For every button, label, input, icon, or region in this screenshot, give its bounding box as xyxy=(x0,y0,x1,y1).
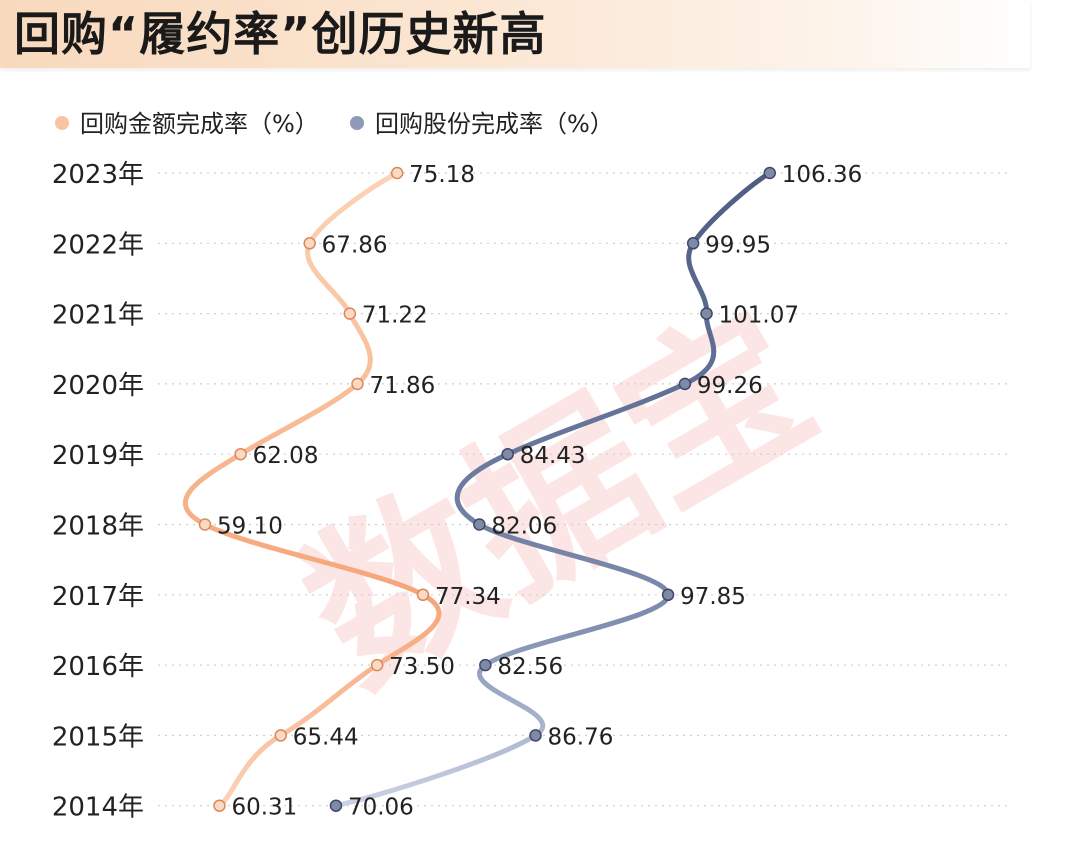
title-bar: 回购“履约率”创历史新高 xyxy=(0,0,1030,68)
category-label: 2015年 xyxy=(52,722,144,752)
data-label: 106.36 xyxy=(782,162,862,188)
data-label: 77.34 xyxy=(435,584,501,610)
data-label: 67.86 xyxy=(322,232,388,258)
data-label: 75.18 xyxy=(409,162,475,188)
category-labels: 2023年 2022年 2021年 2020年 2019年 2018年 2017年 2016年… xyxy=(52,160,144,823)
category-label: 2016年 xyxy=(52,652,144,682)
category-label: 2022年 xyxy=(52,230,144,260)
category-label: 2014年 xyxy=(52,793,144,823)
data-label: 62.08 xyxy=(253,443,319,469)
data-labels: 75.18 67.86 71.22 71.86 62.08 59.10 77.34 73.50… xyxy=(217,162,862,821)
data-point xyxy=(473,518,486,531)
data-point xyxy=(479,658,492,672)
data-label: 59.10 xyxy=(217,514,283,540)
data-point xyxy=(763,166,777,180)
data-point xyxy=(661,588,675,602)
data-point xyxy=(700,307,713,320)
data-point xyxy=(351,377,364,391)
legend-label-amount: 回购金额完成率（%） xyxy=(80,110,319,138)
data-label: 70.06 xyxy=(348,795,414,821)
data-label: 73.50 xyxy=(389,654,455,680)
data-point xyxy=(343,307,357,320)
data-point xyxy=(686,237,700,250)
data-point xyxy=(234,447,247,461)
data-label: 65.44 xyxy=(293,724,359,750)
category-label: 2023年 xyxy=(52,160,144,190)
data-label: 101.07 xyxy=(719,303,799,329)
legend: 回购金额完成率（%） 回购股份完成率（%） xyxy=(55,110,614,138)
category-label: 2019年 xyxy=(52,441,144,471)
data-point xyxy=(329,799,343,812)
data-label: 99.26 xyxy=(697,373,763,399)
data-label: 71.22 xyxy=(362,303,428,329)
data-label: 82.56 xyxy=(497,654,563,680)
data-point xyxy=(678,377,692,391)
data-label: 99.95 xyxy=(705,232,771,258)
category-label: 2021年 xyxy=(52,301,144,331)
data-point xyxy=(416,588,430,602)
data-point xyxy=(370,658,384,672)
legend-label-shares: 回购股份完成率（%） xyxy=(375,110,614,138)
data-label: 86.76 xyxy=(548,724,614,750)
data-point xyxy=(198,518,212,531)
legend-marker-shares xyxy=(350,116,364,130)
category-label: 2018年 xyxy=(52,512,144,542)
data-point xyxy=(529,729,542,742)
data-points xyxy=(198,166,777,812)
category-label: 2017年 xyxy=(52,582,144,612)
data-point xyxy=(213,799,226,812)
grid xyxy=(158,172,1012,807)
data-point xyxy=(303,237,316,250)
data-point xyxy=(390,166,404,180)
page-title: 回购“履约率”创历史新高 xyxy=(14,7,547,61)
legend-marker-amount xyxy=(55,116,69,130)
data-label: 82.06 xyxy=(491,514,557,540)
data-label: 84.43 xyxy=(520,443,586,469)
data-point xyxy=(501,447,514,461)
data-label: 71.86 xyxy=(369,373,435,399)
series-line-0 xyxy=(182,170,442,809)
data-label: 60.31 xyxy=(231,795,297,821)
data-point xyxy=(274,729,288,742)
category-label: 2020年 xyxy=(52,371,144,401)
data-label: 97.85 xyxy=(680,584,746,610)
